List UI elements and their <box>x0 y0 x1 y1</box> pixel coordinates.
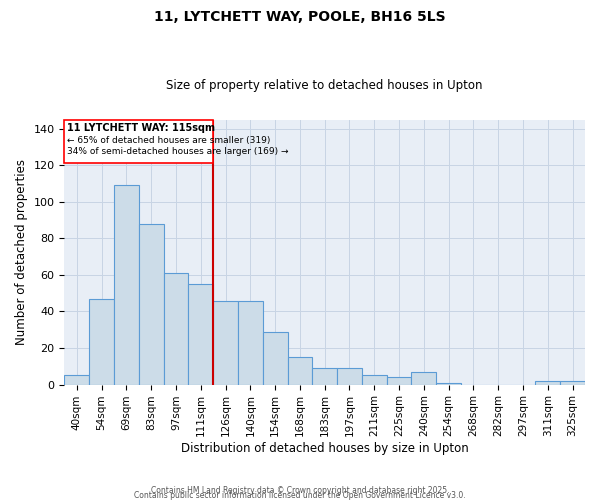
Bar <box>362 376 386 384</box>
Bar <box>89 298 114 384</box>
Bar <box>238 300 263 384</box>
FancyBboxPatch shape <box>64 120 213 164</box>
Bar <box>412 372 436 384</box>
Bar <box>64 376 89 384</box>
Bar <box>313 368 337 384</box>
Bar <box>337 368 362 384</box>
Bar <box>164 273 188 384</box>
Bar <box>436 383 461 384</box>
Bar <box>386 378 412 384</box>
Bar <box>114 186 139 384</box>
Bar <box>263 332 287 384</box>
Y-axis label: Number of detached properties: Number of detached properties <box>15 159 28 345</box>
Text: Contains public sector information licensed under the Open Government Licence v3: Contains public sector information licen… <box>134 490 466 500</box>
Text: 11, LYTCHETT WAY, POOLE, BH16 5LS: 11, LYTCHETT WAY, POOLE, BH16 5LS <box>154 10 446 24</box>
Title: Size of property relative to detached houses in Upton: Size of property relative to detached ho… <box>166 79 483 92</box>
Text: 34% of semi-detached houses are larger (169) →: 34% of semi-detached houses are larger (… <box>67 147 289 156</box>
Bar <box>139 224 164 384</box>
Text: 11 LYTCHETT WAY: 115sqm: 11 LYTCHETT WAY: 115sqm <box>67 123 215 133</box>
Bar <box>213 300 238 384</box>
Text: Contains HM Land Registry data © Crown copyright and database right 2025.: Contains HM Land Registry data © Crown c… <box>151 486 449 495</box>
Text: ← 65% of detached houses are smaller (319): ← 65% of detached houses are smaller (31… <box>67 136 270 145</box>
Bar <box>560 381 585 384</box>
Bar <box>287 357 313 384</box>
Bar <box>535 381 560 384</box>
X-axis label: Distribution of detached houses by size in Upton: Distribution of detached houses by size … <box>181 442 469 455</box>
Bar <box>188 284 213 384</box>
